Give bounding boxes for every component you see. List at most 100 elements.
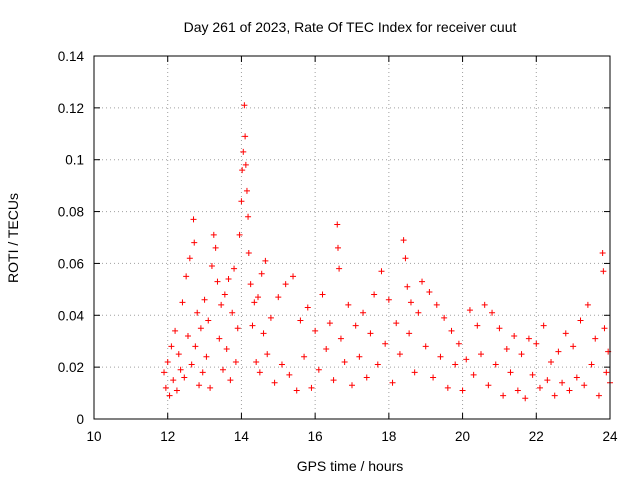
data-point — [203, 353, 210, 360]
data-point — [349, 382, 355, 389]
y-tick-label: 0.14 — [58, 49, 85, 64]
data-point — [181, 374, 188, 381]
data-point — [503, 345, 510, 352]
data-point — [514, 387, 521, 394]
data-point — [336, 265, 343, 272]
data-point — [525, 335, 532, 342]
data-point — [170, 377, 177, 384]
data-point — [234, 325, 241, 332]
data-point — [441, 314, 448, 321]
data-point — [197, 325, 204, 332]
y-tick-label: 0.1 — [65, 153, 84, 168]
data-point — [162, 384, 169, 391]
data-point — [282, 281, 289, 288]
data-point — [595, 392, 602, 399]
data-point — [402, 255, 409, 262]
data-point — [188, 361, 195, 368]
data-point — [352, 322, 359, 329]
data-point — [205, 317, 212, 324]
data-point — [601, 325, 608, 332]
x-tick-label: 12 — [160, 429, 175, 444]
data-point — [166, 392, 173, 399]
data-point — [341, 358, 348, 365]
data-point — [214, 278, 221, 285]
data-point — [301, 353, 308, 360]
data-point — [208, 263, 215, 270]
data-point — [216, 335, 223, 342]
data-point — [592, 335, 599, 342]
x-axis-label: GPS time / hours — [297, 458, 404, 474]
data-point — [378, 268, 385, 275]
x-tick-label: 22 — [529, 429, 544, 444]
data-point — [319, 291, 326, 298]
data-point — [239, 167, 246, 174]
y-tick-label: 0.08 — [58, 205, 84, 220]
data-point — [184, 333, 191, 340]
data-point — [389, 379, 396, 386]
x-tick-label: 18 — [381, 429, 396, 444]
data-point — [278, 361, 285, 368]
data-point — [323, 345, 330, 352]
data-point — [207, 384, 214, 391]
data-point — [419, 278, 426, 285]
data-point — [251, 299, 258, 306]
x-tick-label: 24 — [602, 429, 618, 444]
data-point — [518, 351, 525, 358]
data-point — [551, 392, 558, 399]
data-point — [334, 221, 341, 228]
data-point — [177, 366, 184, 373]
data-point — [555, 348, 562, 355]
data-point — [199, 369, 206, 376]
data-point — [404, 283, 411, 290]
data-point — [186, 255, 193, 262]
data-point — [478, 351, 484, 358]
data-point — [496, 325, 503, 332]
data-point — [223, 345, 230, 352]
data-point — [489, 309, 496, 316]
data-point — [245, 250, 252, 257]
data-point — [382, 340, 389, 347]
data-point — [581, 382, 588, 389]
y-axis-label: ROTI / TECUs — [5, 193, 21, 283]
data-point — [326, 320, 333, 327]
data-point — [242, 133, 249, 140]
y-tick-label: 0.06 — [58, 256, 84, 271]
data-point — [433, 301, 440, 308]
data-point — [286, 371, 293, 378]
data-point — [470, 371, 477, 378]
data-point — [221, 291, 228, 298]
data-point — [241, 102, 248, 109]
data-point — [196, 382, 203, 389]
data-point — [245, 213, 252, 220]
data-point — [192, 343, 199, 350]
x-tick-label: 16 — [308, 429, 323, 444]
data-point — [256, 369, 263, 376]
data-point — [345, 301, 352, 308]
data-point — [511, 333, 518, 340]
data-point — [393, 320, 400, 327]
data-point — [220, 366, 226, 373]
data-point — [599, 250, 606, 257]
y-tick-label: 0.04 — [58, 308, 85, 323]
data-point — [406, 330, 413, 337]
data-point — [437, 353, 444, 360]
data-point — [161, 369, 168, 376]
data-point — [210, 231, 217, 238]
data-point — [500, 392, 507, 399]
data-point — [474, 322, 481, 329]
data-point — [249, 322, 256, 329]
data-point — [529, 371, 536, 378]
data-point — [544, 377, 551, 384]
data-point — [522, 395, 529, 402]
plot-frame — [93, 55, 611, 420]
data-point — [315, 366, 322, 373]
data-point — [573, 374, 580, 381]
data-point — [452, 361, 459, 368]
data-point — [242, 161, 249, 168]
data-point — [231, 265, 238, 272]
axis-ticks: 10 12 14 16 18 20 22 24 0 0.02 0.04 0.06 0.08 0.1 0.12… — [58, 49, 618, 444]
data-point — [455, 340, 462, 347]
data-point — [312, 327, 319, 334]
data-point — [225, 275, 232, 282]
